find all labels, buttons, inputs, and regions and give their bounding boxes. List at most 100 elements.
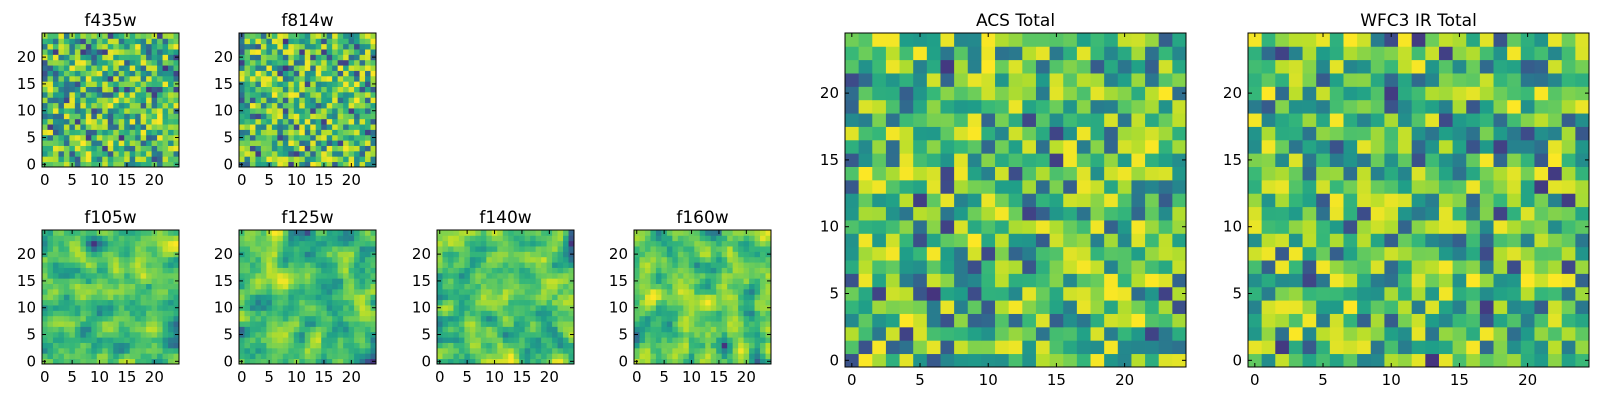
heatmap-cell <box>140 315 147 322</box>
heatmap-cell <box>102 315 109 322</box>
heatmap-cell <box>326 49 333 55</box>
heatmap-cell <box>672 358 679 365</box>
heatmap-cell <box>271 91 278 98</box>
heatmap-cell <box>453 310 460 317</box>
heatmap-cell <box>348 294 355 301</box>
heatmap-cell <box>699 321 706 327</box>
heatmap-cell <box>672 342 679 349</box>
heatmap-cell <box>541 267 547 274</box>
heatmap-cell <box>255 43 262 50</box>
heatmap-cell <box>1131 273 1146 288</box>
heatmap-cell <box>255 65 262 71</box>
heatmap-cell <box>255 358 262 365</box>
heatmap-cell <box>1466 220 1481 234</box>
heatmap-cell <box>140 294 147 301</box>
heatmap-cell <box>260 102 267 109</box>
heatmap-cell <box>491 288 498 295</box>
heatmap-cell <box>359 288 366 295</box>
heatmap-cell <box>1104 59 1119 74</box>
heatmap-cell <box>52 272 59 279</box>
heatmap-cell <box>732 288 739 295</box>
heatmap-cell <box>845 126 860 141</box>
heatmap-cell <box>80 331 87 338</box>
heatmap-cell <box>288 342 295 349</box>
heatmap-cell <box>168 134 174 141</box>
heatmap-cell <box>288 353 295 360</box>
heatmap-cell <box>102 91 109 98</box>
heatmap-cell <box>42 49 48 55</box>
heatmap-cell <box>1479 179 1494 194</box>
heatmap-cell <box>694 331 701 338</box>
heatmap-cell <box>168 347 174 354</box>
heatmap-cell <box>872 113 887 127</box>
heatmap-cell <box>1076 273 1091 288</box>
heatmap-cell <box>293 81 300 87</box>
heatmap-cell <box>738 305 744 311</box>
heatmap-cell <box>282 97 289 104</box>
heatmap-cell <box>1090 273 1105 288</box>
heatmap-cell <box>926 220 941 234</box>
heatmap-cell <box>157 347 163 354</box>
heatmap-cell <box>52 54 59 61</box>
heatmap-cell <box>91 75 98 82</box>
heatmap-cell <box>47 65 54 71</box>
heatmap-cell <box>277 81 284 87</box>
heatmap-cell <box>760 326 766 333</box>
heatmap-cell <box>899 99 914 114</box>
heatmap-cell <box>266 272 273 279</box>
heatmap-cell <box>1452 300 1467 314</box>
heatmap-cell <box>343 305 349 311</box>
heatmap-cell <box>321 347 328 354</box>
heatmap-cell <box>168 315 174 322</box>
heatmap-cell <box>58 75 65 82</box>
heatmap-cell <box>129 113 136 120</box>
heatmap-cell <box>91 97 98 104</box>
heatmap-cell <box>926 73 941 87</box>
heatmap-cell <box>359 150 366 157</box>
heatmap-cell <box>118 299 125 306</box>
heatmap-cell <box>337 299 344 306</box>
heatmap-cell <box>113 353 120 360</box>
heatmap-cell <box>299 230 306 236</box>
heatmap-cell <box>1117 86 1132 101</box>
heatmap-cell <box>872 126 887 141</box>
heatmap-cell <box>1275 313 1290 328</box>
heatmap-cell <box>157 235 163 242</box>
heatmap-cell <box>1316 313 1331 328</box>
heatmap-cell <box>1466 273 1481 288</box>
heatmap-cell <box>743 262 750 268</box>
heatmap-cell <box>359 124 366 130</box>
heatmap-cell <box>710 283 717 290</box>
heatmap-cell <box>107 326 114 333</box>
heatmap-cell <box>1425 273 1440 288</box>
heatmap-cell <box>480 299 487 306</box>
heatmap-cell <box>343 321 349 327</box>
heatmap-cell <box>58 299 65 306</box>
heatmap-cell <box>508 353 515 360</box>
heatmap-cell <box>271 86 278 93</box>
heatmap-cell <box>475 235 482 242</box>
heatmap-cell <box>244 91 251 98</box>
heatmap-cell <box>293 278 300 284</box>
heatmap-cell <box>1090 353 1105 368</box>
heatmap-cell <box>1452 153 1467 167</box>
heatmap-cell <box>365 118 371 125</box>
heatmap-cell <box>1008 193 1023 208</box>
heatmap-cell <box>168 70 174 77</box>
heatmap-cell <box>63 59 70 66</box>
heatmap-cell <box>1172 73 1187 87</box>
heatmap-cell <box>760 288 766 295</box>
heatmap-cell <box>299 331 306 338</box>
heatmap-cell <box>858 286 873 301</box>
heatmap-cell <box>940 233 955 248</box>
heatmap-cell <box>519 283 526 290</box>
heatmap-cell <box>282 267 289 274</box>
heatmap-cell <box>568 246 575 252</box>
heatmap-cell <box>1172 260 1187 274</box>
heatmap-cell <box>321 251 328 258</box>
heatmap-cell <box>255 262 262 268</box>
heatmap-cell <box>447 326 454 333</box>
heatmap-cell <box>1049 99 1064 114</box>
heatmap-cell <box>288 156 295 163</box>
